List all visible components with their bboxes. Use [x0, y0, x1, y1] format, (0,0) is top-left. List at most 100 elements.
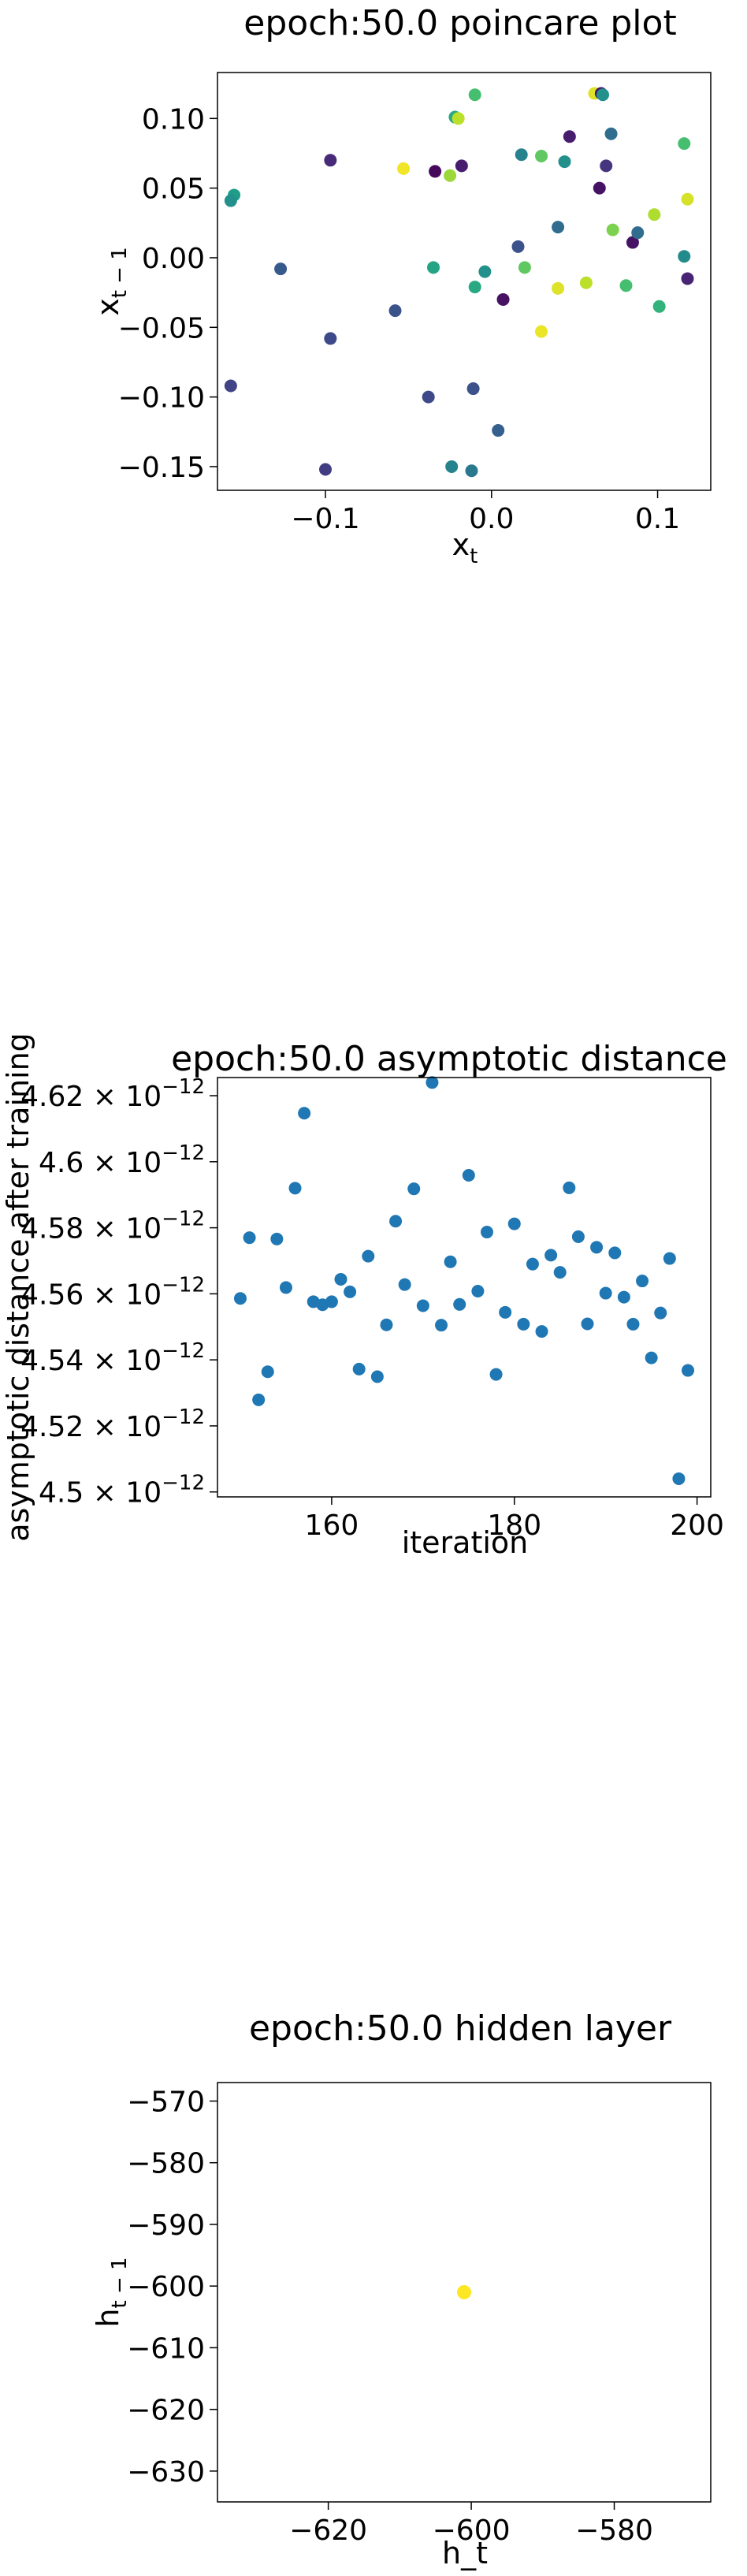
- hidden-layer-ticks: −620 −600 −580 −570 −580 −590 −600 −610 −620 −630: [127, 2086, 653, 2547]
- asymptotic-point: [334, 1272, 347, 1286]
- asymptotic-point: [362, 1249, 375, 1263]
- poincare-point: [535, 325, 548, 338]
- asymptotic-y-tick-label: 4.56 × 10−12: [20, 1273, 205, 1311]
- asymptotic-point: [544, 1249, 558, 1262]
- asymptotic-point: [563, 1181, 576, 1194]
- hidden-layer-y-tick-label: −610: [127, 2332, 205, 2365]
- asymptotic-x-label: iteration: [402, 1525, 529, 1560]
- poincare-point: [593, 181, 606, 195]
- hidden-layer-plot-frame: [217, 2082, 712, 2503]
- hidden-layer-y-tick-label: −630: [127, 2456, 205, 2489]
- asymptotic-point: [426, 1076, 439, 1089]
- asymptotic-point: [654, 1306, 667, 1320]
- poincare-point: [648, 208, 661, 221]
- poincare-x-tick-label: 0.0: [469, 503, 514, 535]
- poincare-point: [478, 265, 492, 278]
- hidden-layer-x-label: h_t: [442, 2536, 488, 2570]
- asymptotic-point: [416, 1299, 429, 1312]
- hidden-layer-x-tick-label: −620: [289, 2515, 367, 2547]
- asymptotic-x-tick-label: 180: [487, 1509, 541, 1542]
- asymptotic-y-label: asymptotic distance after training: [1, 1033, 35, 1542]
- poincare-point: [596, 88, 609, 102]
- poincare-point: [511, 240, 525, 253]
- poincare-point: [224, 379, 237, 393]
- poincare-point: [224, 194, 237, 207]
- poincare-points: [224, 87, 694, 478]
- asymptotic-point: [389, 1215, 403, 1228]
- poincare-point: [678, 137, 691, 151]
- poincare-point: [579, 276, 593, 289]
- poincare-point: [681, 272, 694, 285]
- asymptotic-point: [233, 1292, 247, 1305]
- asymptotic-points: [233, 1076, 695, 1485]
- hidden-layer-y-tick-label: −620: [127, 2395, 205, 2427]
- asymptotic-point: [298, 1107, 311, 1120]
- poincare-point: [558, 155, 571, 169]
- asymptotic-y-tick-label: 4.52 × 10−12: [20, 1405, 205, 1443]
- asymptotic-point: [453, 1297, 466, 1311]
- hidden-layer-y-tick-label: −580: [127, 2148, 205, 2180]
- poincare-point: [515, 148, 528, 162]
- asymptotic-point: [435, 1319, 448, 1332]
- asymptotic-point: [526, 1257, 539, 1271]
- asymptotic-title: epoch:50.0 asymptotic distance: [171, 1039, 727, 1079]
- poincare-point: [465, 464, 478, 478]
- asymptotic-point: [553, 1266, 567, 1279]
- poincare-point: [274, 262, 288, 276]
- asymptotic-point: [626, 1317, 640, 1331]
- asymptotic-plot-frame: [217, 1077, 712, 1498]
- asymptotic-point: [325, 1295, 338, 1308]
- poincare-point: [388, 304, 402, 318]
- hidden-layer-chart: epoch:50.0 hidden layer −620 −600 −580 −570…: [91, 2008, 712, 2570]
- poincare-point: [552, 281, 565, 295]
- asymptotic-chart: epoch:50.0 asymptotic distance 160 180 200…: [1, 1033, 727, 1560]
- asymptotic-point: [243, 1231, 256, 1245]
- asymptotic-point: [517, 1317, 530, 1331]
- hidden-layer-y-label: ht − 1: [91, 2257, 132, 2327]
- poincare-x-tick-label: 0.1: [635, 503, 680, 535]
- asymptotic-point: [645, 1351, 658, 1364]
- poincare-chart: epoch:50.0 poincare plot −0.1 0.0 0.1 0.10 0…: [91, 3, 712, 568]
- asymptotic-point: [608, 1246, 622, 1260]
- asymptotic-point: [344, 1285, 357, 1298]
- asymptotic-point: [471, 1285, 485, 1298]
- poincare-point: [535, 150, 548, 162]
- asymptotic-point: [352, 1362, 366, 1375]
- poincare-y-label: xt − 1: [91, 247, 132, 316]
- asymptotic-point: [398, 1278, 411, 1291]
- poincare-point: [681, 192, 694, 206]
- poincare-point: [626, 236, 639, 249]
- asymptotic-point: [270, 1232, 284, 1245]
- poincare-point: [427, 261, 440, 274]
- asymptotic-x-tick-label: 160: [305, 1509, 359, 1542]
- asymptotic-point: [535, 1325, 548, 1338]
- poincare-point: [468, 88, 481, 102]
- asymptotic-point: [499, 1305, 512, 1319]
- poincare-point: [604, 127, 618, 140]
- asymptotic-point: [444, 1255, 457, 1268]
- poincare-ticks: −0.1 0.0 0.1 0.10 0.05 0.00 −0.05 −0.10 −0.15: [118, 103, 681, 535]
- poincare-point: [324, 332, 337, 345]
- asymptotic-point: [252, 1393, 266, 1406]
- asymptotic-y-tick-label: 4.54 × 10−12: [20, 1339, 205, 1377]
- asymptotic-point: [599, 1286, 612, 1300]
- asymptotic-point: [672, 1472, 686, 1485]
- hidden-layer-y-tick-label: −570: [127, 2086, 205, 2118]
- poincare-point: [324, 154, 337, 167]
- poincare-point: [600, 159, 613, 173]
- poincare-point: [397, 162, 411, 175]
- poincare-y-tick-label: 0.10: [142, 103, 205, 136]
- hidden-layer-x-tick-label: −580: [575, 2515, 653, 2547]
- poincare-point: [563, 130, 576, 143]
- poincare-plot-frame: [217, 72, 712, 491]
- asymptotic-y-tick-label: 4.62 × 10−12: [20, 1075, 205, 1113]
- asymptotic-point: [261, 1365, 274, 1379]
- poincare-point: [496, 292, 510, 306]
- asymptotic-point: [380, 1318, 393, 1331]
- poincare-y-tick-label: 0.05: [142, 173, 205, 206]
- poincare-point: [652, 300, 666, 313]
- asymptotic-point: [370, 1370, 384, 1383]
- poincare-y-tick-label: −0.10: [118, 382, 205, 415]
- asymptotic-y-tick-label: 4.5 × 10−12: [39, 1472, 205, 1509]
- asymptotic-point: [288, 1182, 302, 1195]
